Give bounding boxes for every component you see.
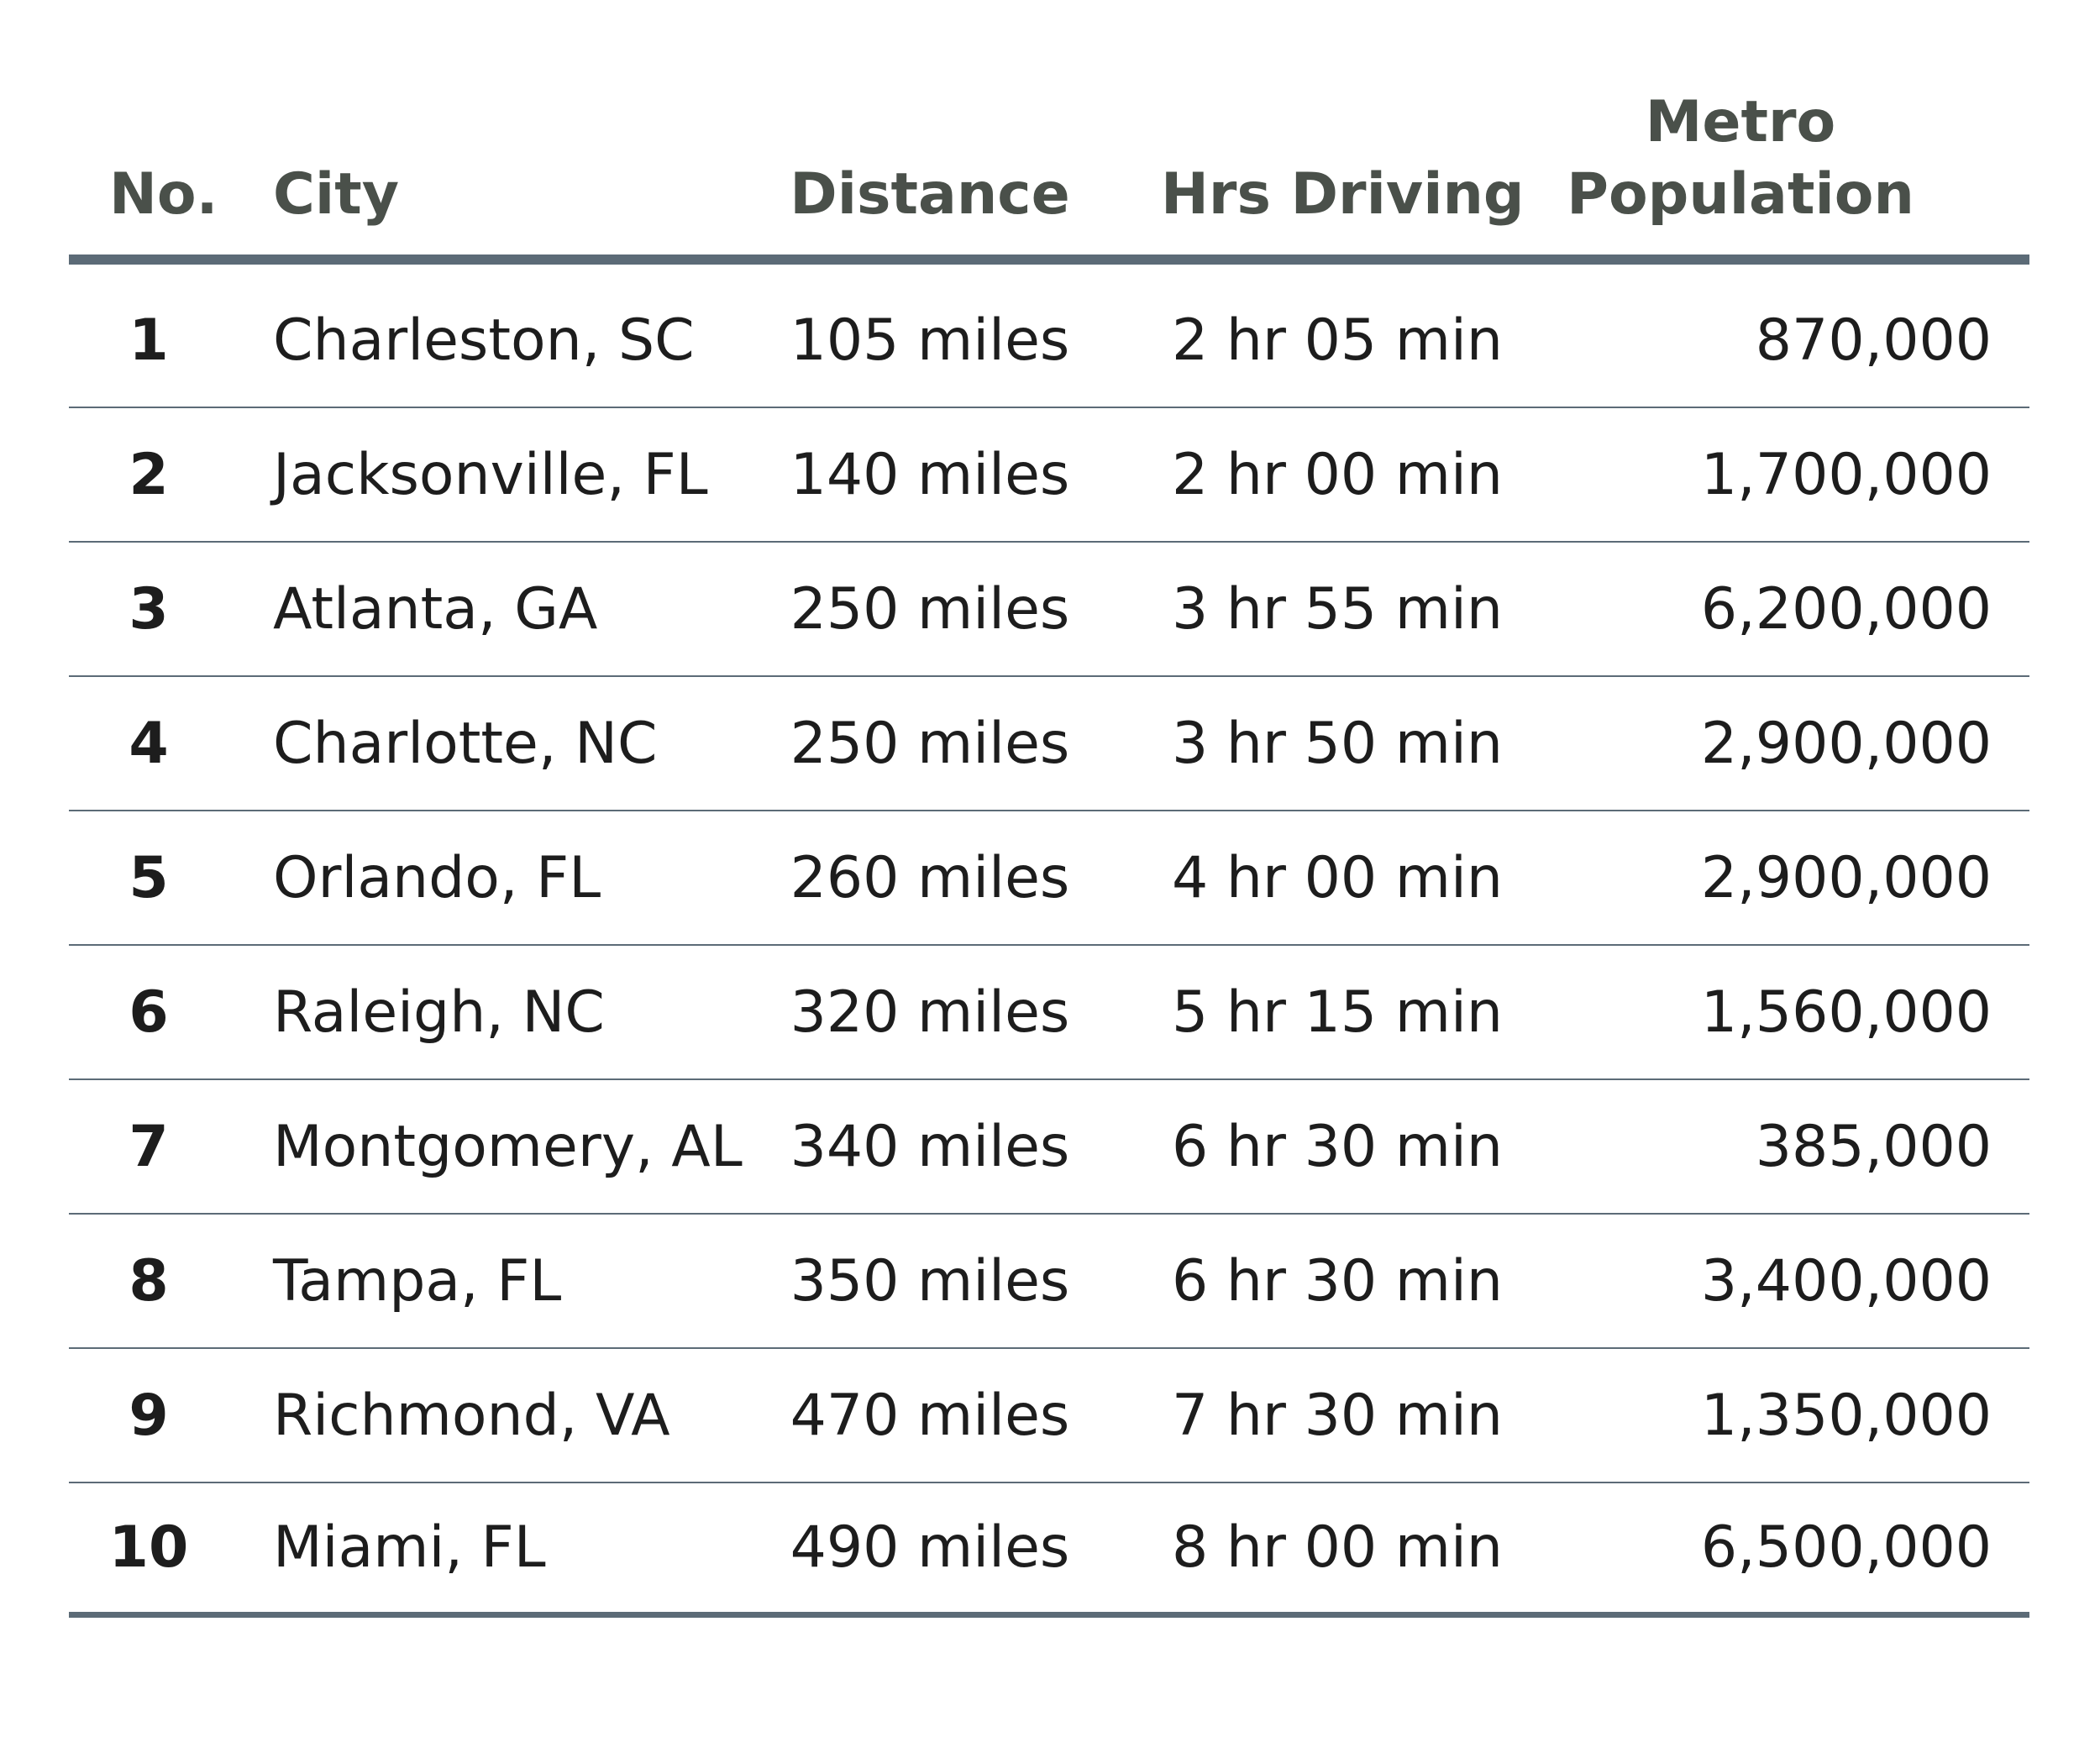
cell-metro-population: 6,200,000 — [1700, 575, 1992, 643]
cell-distance: 250 miles — [790, 575, 1070, 643]
cell-metro-population: 385,000 — [1755, 1113, 1992, 1180]
cell-no: 7 — [129, 1113, 169, 1180]
cell-metro-population: 2,900,000 — [1700, 844, 1992, 911]
table-row: 9 Richmond, VA 470 miles 7 hr 30 min 1,350,0… — [69, 1349, 2029, 1483]
table-row: 8 Tampa, FL 350 miles 6 hr 30 min 3,400,000 — [69, 1215, 2029, 1349]
table-body: 1 Charleston, SC 105 miles 2 hr 05 min 870,0… — [69, 265, 2029, 1618]
cell-metro-population: 2,900,000 — [1700, 710, 1992, 777]
header-hrs-driving: Hrs Driving — [1161, 161, 1525, 228]
cell-hrs-driving: 6 hr 30 min — [1172, 1113, 1503, 1180]
cell-city: Orlando, FL — [273, 844, 601, 911]
cell-city: Richmond, VA — [273, 1382, 670, 1449]
table-row: 1 Charleston, SC 105 miles 2 hr 05 min 870,0… — [69, 265, 2029, 408]
table-row: 5 Orlando, FL 260 miles 4 hr 00 min 2,900,00… — [69, 811, 2029, 946]
cell-no: 6 — [129, 979, 169, 1046]
cell-city: Tampa, FL — [273, 1247, 562, 1315]
cell-no: 9 — [129, 1382, 169, 1449]
cell-hrs-driving: 7 hr 30 min — [1172, 1382, 1503, 1449]
cell-no: 5 — [129, 844, 169, 911]
cell-distance: 320 miles — [790, 979, 1070, 1046]
cell-metro-population: 3,400,000 — [1700, 1247, 1992, 1315]
header-distance: Distance — [790, 161, 1070, 228]
cell-hrs-driving: 5 hr 15 min — [1172, 979, 1503, 1046]
cell-hrs-driving: 2 hr 00 min — [1172, 441, 1503, 508]
header-no: No. — [109, 161, 218, 228]
cell-hrs-driving: 3 hr 55 min — [1172, 575, 1503, 643]
table-row: 4 Charlotte, NC 250 miles 3 hr 50 min 2,900,… — [69, 677, 2029, 811]
cell-distance: 140 miles — [790, 441, 1070, 508]
cell-no: 2 — [129, 441, 169, 508]
cell-metro-population: 1,560,000 — [1700, 979, 1992, 1046]
cell-distance: 350 miles — [790, 1247, 1070, 1315]
header-metro-population-line2: Population — [1567, 161, 1914, 228]
cell-no: 10 — [108, 1514, 189, 1581]
cell-distance: 470 miles — [790, 1382, 1070, 1449]
cell-hrs-driving: 8 hr 00 min — [1172, 1514, 1503, 1581]
table-row: 10 Miami, FL 490 miles 8 hr 00 min 6,500,000 — [69, 1483, 2029, 1618]
cell-metro-population: 1,700,000 — [1700, 441, 1992, 508]
cell-metro-population: 1,350,000 — [1700, 1382, 1992, 1449]
table-row: 6 Raleigh, NC 320 miles 5 hr 15 min 1,560,00… — [69, 946, 2029, 1080]
cell-city: Raleigh, NC — [273, 979, 605, 1046]
header-metro-population: Metro Population — [1564, 87, 1917, 231]
cell-city: Atlanta, GA — [273, 575, 598, 643]
cell-metro-population: 870,000 — [1755, 307, 1992, 374]
cell-no: 3 — [129, 575, 169, 643]
cell-distance: 260 miles — [790, 844, 1070, 911]
cell-hrs-driving: 6 hr 30 min — [1172, 1247, 1503, 1315]
cell-no: 1 — [129, 307, 169, 374]
table-row: 2 Jacksonville, FL 140 miles 2 hr 00 min 1,7… — [69, 408, 2029, 543]
header-rule — [69, 255, 2029, 265]
data-table: No. City Distance Hrs Driving Metro Popu… — [69, 76, 2029, 1618]
cell-no: 8 — [129, 1247, 169, 1315]
table-header: No. City Distance Hrs Driving Metro Popu… — [69, 76, 2029, 265]
header-city: City — [273, 161, 400, 228]
cell-distance: 105 miles — [790, 307, 1070, 374]
table-row: 7 Montgomery, AL 340 miles 6 hr 30 min 385,0… — [69, 1080, 2029, 1215]
header-metro-population-line1: Metro — [1645, 89, 1836, 155]
cell-city: Charlotte, NC — [273, 710, 658, 777]
table-row: 3 Atlanta, GA 250 miles 3 hr 55 min 6,200,00… — [69, 543, 2029, 677]
cell-hrs-driving: 4 hr 00 min — [1172, 844, 1503, 911]
cell-no: 4 — [129, 710, 169, 777]
cell-distance: 340 miles — [790, 1113, 1070, 1180]
cell-hrs-driving: 2 hr 05 min — [1172, 307, 1503, 374]
cell-city: Charleston, SC — [273, 307, 695, 374]
cell-metro-population: 6,500,000 — [1700, 1514, 1992, 1581]
cell-distance: 490 miles — [790, 1514, 1070, 1581]
cell-city: Montgomery, AL — [273, 1113, 743, 1180]
cell-city: Miami, FL — [273, 1514, 546, 1581]
cell-city: Jacksonville, FL — [273, 441, 708, 508]
cell-distance: 250 miles — [790, 710, 1070, 777]
cell-hrs-driving: 3 hr 50 min — [1172, 710, 1503, 777]
